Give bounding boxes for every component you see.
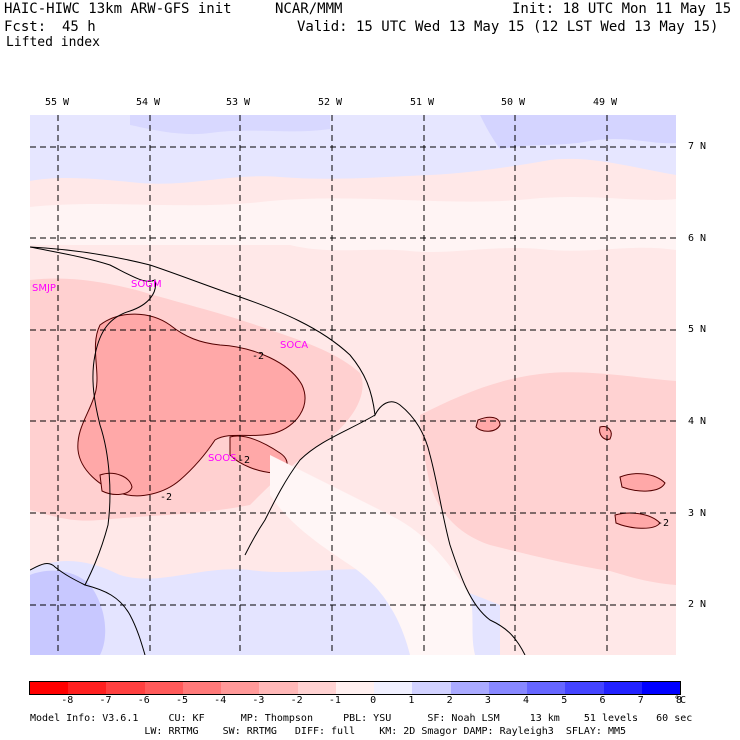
country-border <box>30 563 86 586</box>
lon-label: 49 W <box>593 97 618 108</box>
colorbar-swatch <box>68 682 107 694</box>
colorbar-unit: °C <box>674 695 687 706</box>
colorbar-swatch <box>565 682 604 694</box>
colorbar-tick-label: -4 <box>214 695 227 706</box>
forecast-hour: 45 h <box>62 19 96 35</box>
station-label: SMJP <box>32 283 56 294</box>
station-label: SOCA <box>280 340 309 351</box>
positive-region <box>30 570 106 655</box>
colorbar <box>29 681 681 695</box>
contour-minus-2 <box>619 473 666 492</box>
contour-label: -2 <box>160 492 173 503</box>
map-canvas <box>30 115 676 655</box>
colorbar-tick-label: 2 <box>446 695 453 706</box>
init-time: Init: 18 UTC Mon 11 May 15 <box>512 1 732 17</box>
station-label: SOOS <box>208 453 237 464</box>
colorbar-swatch <box>106 682 145 694</box>
country-border <box>30 246 157 655</box>
station-label: SOGM <box>131 279 162 290</box>
positive-region <box>130 115 330 135</box>
contour-minus-2 <box>475 416 501 432</box>
colorbar-tick-label: -8 <box>61 695 74 706</box>
field-name: Lifted index <box>6 35 100 50</box>
colorbar-swatch <box>259 682 298 694</box>
colorbar-tick-label: -7 <box>99 695 112 706</box>
colorbar-swatch <box>182 682 222 694</box>
colorbar-swatch <box>221 682 260 694</box>
model-info-line1: Model Info: V3.6.1 CU: KF MP: Thompson P… <box>30 713 693 724</box>
lat-label: 3 N <box>688 508 707 519</box>
lat-label: 7 N <box>688 141 707 152</box>
colorbar-swatch <box>30 682 69 694</box>
colorbar-tick-label: -3 <box>252 695 265 706</box>
colorbar-tick-label: 0 <box>370 695 377 706</box>
colorbar-tick-label: 5 <box>561 695 568 706</box>
colorbar-swatch <box>297 682 336 694</box>
contour-label: -2 <box>657 518 670 529</box>
colorbar-tick-label: 4 <box>523 695 530 706</box>
colorbar-tick-label: -2 <box>290 695 303 706</box>
contour-label: -2 <box>238 455 251 466</box>
colorbar-tick-label: 8 <box>676 695 683 706</box>
contour-label: -2 <box>252 351 265 362</box>
forecast-label: Fcst: <box>4 19 47 35</box>
lat-label: 2 N <box>688 599 707 610</box>
lat-lon-grid <box>30 115 676 655</box>
lon-label: 55 W <box>45 97 70 108</box>
colorbar-tick-label: -6 <box>137 695 150 706</box>
country-border <box>244 414 376 556</box>
colorbar-swatch <box>144 682 183 694</box>
positive-region <box>480 115 676 149</box>
model-info-line2: LW: RRTMG SW: RRTMG DIFF: full KM: 2D Sm… <box>30 726 627 737</box>
colorbar-swatch <box>335 682 375 694</box>
center-name: NCAR/MMM <box>275 1 343 17</box>
lat-label: 4 N <box>688 416 707 427</box>
lat-label: 5 N <box>688 324 707 335</box>
colorbar-swatch <box>527 682 566 694</box>
colorbar-swatch <box>488 682 528 694</box>
lon-label: 54 W <box>136 97 161 108</box>
neutral-region <box>30 197 676 252</box>
colorbar-swatch <box>450 682 489 694</box>
colorbar-tick-label: 6 <box>599 695 606 706</box>
lon-label: 50 W <box>501 97 526 108</box>
colorbar-tick-label: 3 <box>484 695 491 706</box>
contour-minus-2 <box>599 426 612 440</box>
colorbar-tick-label: 7 <box>637 695 644 706</box>
colorbar-tick-label: -1 <box>328 695 341 706</box>
colorbar-tick-label: -5 <box>175 695 188 706</box>
colorbar-swatch <box>412 682 451 694</box>
coastline <box>30 246 526 655</box>
lon-label: 53 W <box>226 97 251 108</box>
lon-label: 51 W <box>410 97 435 108</box>
colorbar-tick-label: 1 <box>408 695 415 706</box>
valid-time: Valid: 15 UTC Wed 13 May 15 (12 LST Wed … <box>297 19 719 35</box>
lat-label: 6 N <box>688 233 707 244</box>
contour-minus-2 <box>99 472 133 495</box>
colorbar-swatch <box>641 682 680 694</box>
model-title: HAIC-HIWC 13km ARW-GFS init <box>4 1 232 17</box>
colorbar-swatch <box>603 682 642 694</box>
lifted-index-map: SMJP SOGM SOCA SOOS -2 -2 -2 -2 <box>30 115 676 655</box>
contour-minus-2 <box>77 313 306 497</box>
lon-label: 52 W <box>318 97 343 108</box>
colorbar-swatch <box>374 682 413 694</box>
